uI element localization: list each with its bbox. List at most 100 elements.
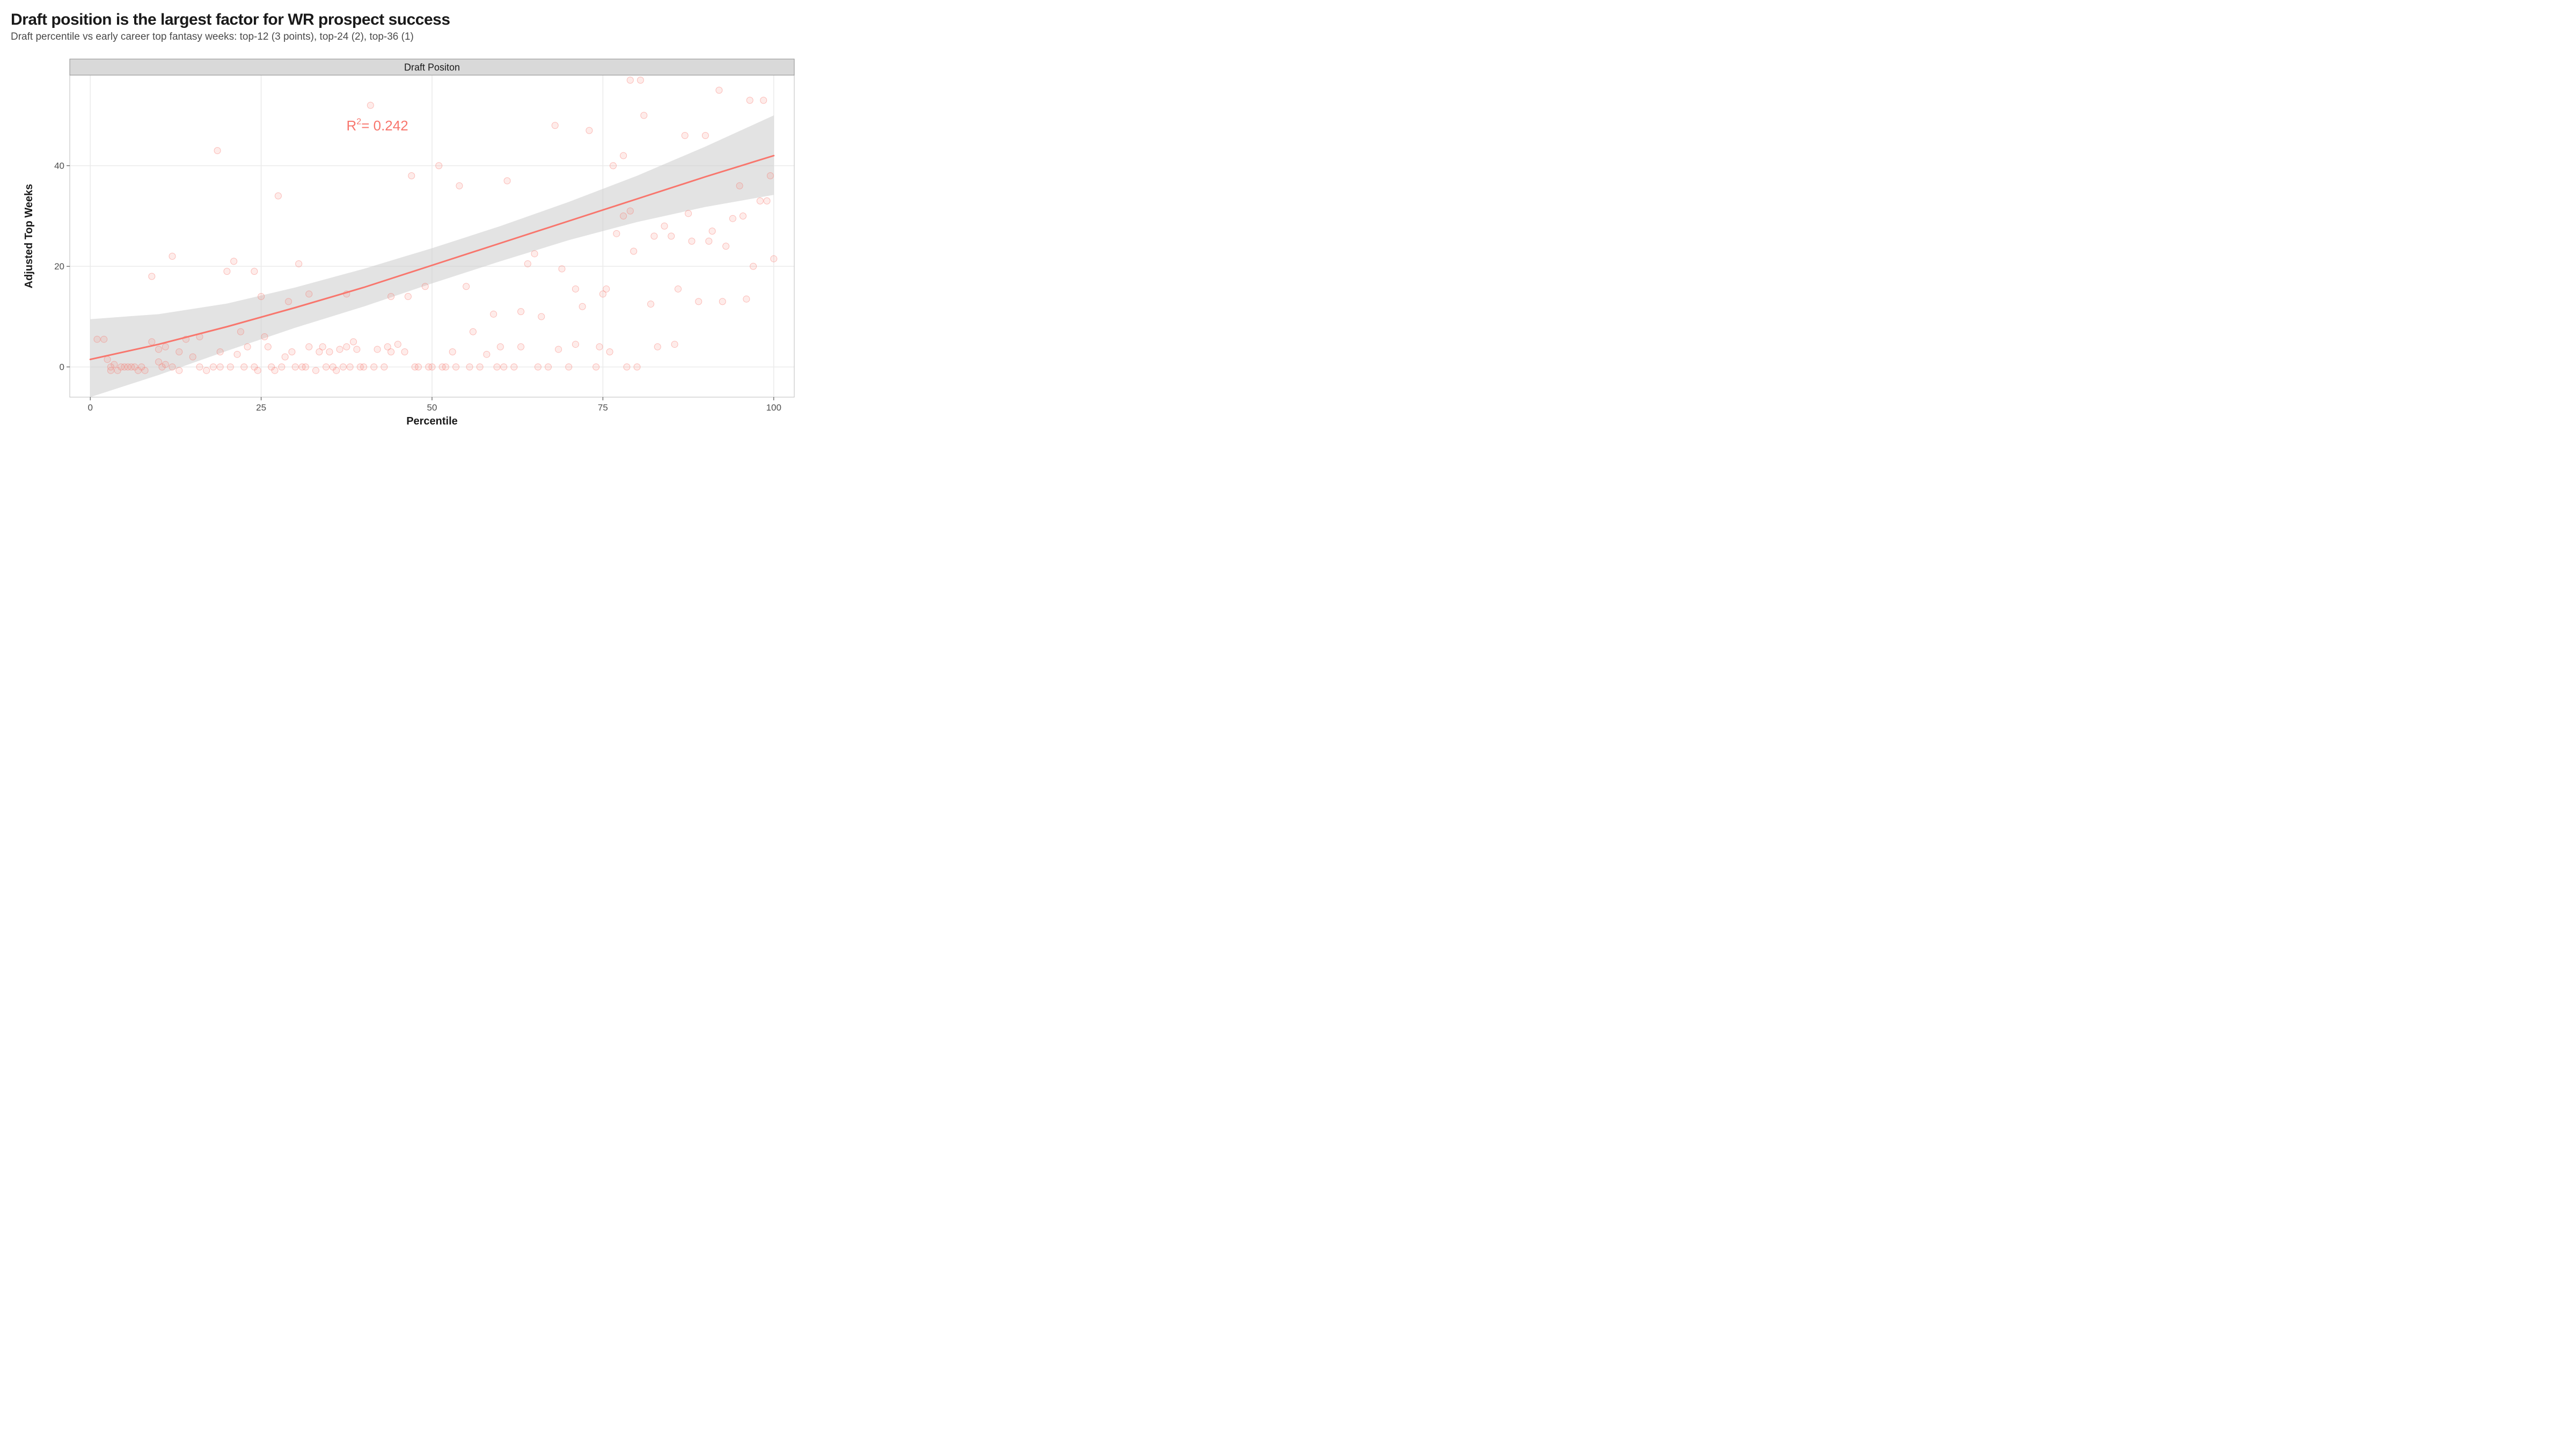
scatter-point xyxy=(484,351,490,357)
scatter-point xyxy=(706,238,712,244)
scatter-point xyxy=(340,364,346,370)
scatter-point xyxy=(682,133,688,139)
scatter-point xyxy=(637,77,643,83)
scatter-point xyxy=(326,349,333,355)
scatter-point xyxy=(401,349,408,355)
scatter-point xyxy=(767,173,773,179)
scatter-point xyxy=(176,367,182,374)
scatter-point xyxy=(453,364,459,370)
scatter-point xyxy=(624,364,630,370)
scatter-point xyxy=(302,364,309,370)
scatter-point xyxy=(579,303,586,310)
scatter-point xyxy=(559,266,565,272)
scatter-point xyxy=(668,233,675,239)
scatter-point xyxy=(149,339,155,345)
scatter-point xyxy=(210,364,216,370)
x-tick-label: 0 xyxy=(87,402,92,413)
scatter-plot: Draft Positon025507510002040PercentileAd… xyxy=(11,43,805,440)
scatter-point xyxy=(388,294,394,300)
scatter-point xyxy=(292,364,298,370)
scatter-point xyxy=(504,178,510,184)
scatter-point xyxy=(142,367,148,374)
scatter-point xyxy=(162,361,169,368)
y-tick-label: 0 xyxy=(60,362,64,372)
scatter-point xyxy=(347,364,353,370)
scatter-point xyxy=(531,251,538,257)
scatter-point xyxy=(740,213,746,219)
scatter-point xyxy=(343,343,350,350)
scatter-point xyxy=(501,364,507,370)
x-tick-label: 100 xyxy=(766,402,781,413)
scatter-point xyxy=(729,215,736,222)
scatter-point xyxy=(477,364,483,370)
scatter-point xyxy=(282,354,288,360)
scatter-point xyxy=(566,364,572,370)
scatter-point xyxy=(408,173,415,179)
scatter-point xyxy=(535,364,541,370)
scatter-point xyxy=(405,294,411,300)
scatter-point xyxy=(442,364,449,370)
scatter-point xyxy=(254,367,261,374)
scatter-point xyxy=(169,253,175,260)
scatter-point xyxy=(415,364,422,370)
x-tick-label: 75 xyxy=(598,402,608,413)
scatter-point xyxy=(671,341,678,348)
scatter-point xyxy=(251,268,258,275)
scatter-point xyxy=(333,367,340,374)
scatter-point xyxy=(429,364,435,370)
scatter-point xyxy=(641,112,647,119)
scatter-point xyxy=(648,301,654,308)
scatter-point xyxy=(743,296,750,302)
scatter-point xyxy=(436,163,442,169)
scatter-point xyxy=(518,343,524,350)
scatter-point xyxy=(203,367,210,374)
scatter-point xyxy=(747,97,753,104)
scatter-point xyxy=(261,334,268,340)
scatter-point xyxy=(101,336,107,342)
scatter-point xyxy=(627,208,633,214)
scatter-point xyxy=(217,364,223,370)
scatter-point xyxy=(572,341,579,348)
scatter-point xyxy=(613,230,620,237)
scatter-point xyxy=(675,286,681,292)
scatter-point xyxy=(538,313,545,320)
scatter-point xyxy=(750,263,757,269)
scatter-point xyxy=(224,268,230,275)
scatter-point xyxy=(217,349,223,355)
scatter-point xyxy=(449,349,456,355)
scatter-point xyxy=(149,273,155,280)
scatter-point xyxy=(627,77,633,83)
scatter-point xyxy=(394,341,401,348)
scatter-point xyxy=(312,367,319,374)
scatter-point xyxy=(610,163,617,169)
scatter-point xyxy=(736,182,743,189)
scatter-point xyxy=(231,258,237,265)
scatter-point xyxy=(371,364,377,370)
scatter-point xyxy=(620,152,627,159)
scatter-point xyxy=(466,364,473,370)
scatter-point xyxy=(214,148,221,154)
scatter-point xyxy=(244,343,251,350)
r-squared-annotation: R2= 0.242 xyxy=(347,117,408,134)
scatter-point xyxy=(702,133,708,139)
scatter-point xyxy=(156,346,162,353)
scatter-point xyxy=(603,286,610,292)
scatter-point xyxy=(757,197,763,204)
scatter-point xyxy=(275,193,281,199)
y-tick-label: 20 xyxy=(54,261,64,272)
scatter-point xyxy=(491,311,497,317)
scatter-point xyxy=(596,343,603,350)
scatter-point xyxy=(606,349,613,355)
scatter-point xyxy=(374,346,380,353)
scatter-point xyxy=(631,248,637,254)
scatter-point xyxy=(234,351,240,357)
x-tick-label: 50 xyxy=(427,402,437,413)
scatter-point xyxy=(381,364,387,370)
scatter-point xyxy=(620,213,627,219)
scatter-point xyxy=(771,255,777,262)
scatter-point xyxy=(350,339,357,345)
scatter-point xyxy=(586,127,592,134)
scatter-point xyxy=(456,182,463,189)
scatter-point xyxy=(162,343,169,350)
scatter-point xyxy=(354,346,360,353)
